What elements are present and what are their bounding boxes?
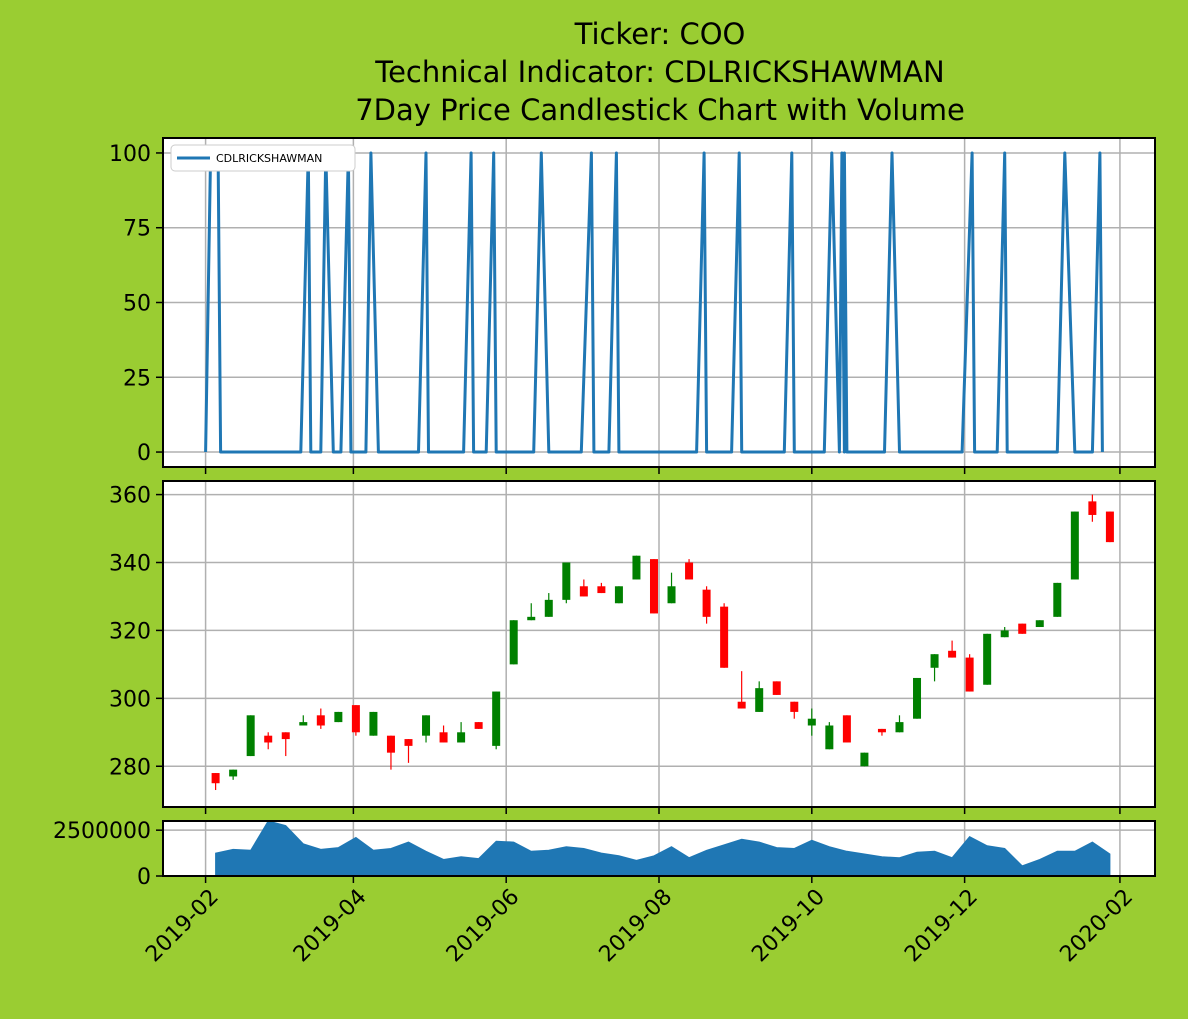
legend: CDLRICKSHAWMAN	[170, 144, 356, 172]
price-frame	[162, 480, 1156, 808]
candle-body	[264, 735, 273, 743]
indicator-line	[204, 151, 1104, 454]
candle-body	[334, 711, 343, 723]
candle-body	[1035, 620, 1044, 628]
candle-body	[965, 657, 974, 692]
candle-body	[772, 681, 781, 695]
indicator-ytick-label: 25	[123, 366, 151, 391]
title-line: 7Day Price Candlestick Chart with Volume	[355, 93, 965, 127]
volume-area	[215, 820, 1111, 877]
candle-body	[1000, 630, 1009, 638]
candle-body	[842, 715, 851, 743]
candle-body	[579, 586, 588, 597]
candle-body	[913, 677, 922, 719]
candle-body	[1018, 623, 1027, 634]
x-tick-label: 2019-02	[141, 885, 224, 968]
candle-body	[649, 559, 658, 614]
indicator-panel: 0 25 50 75 100 CDLRICKSHAWMAN	[109, 137, 1156, 474]
price-ytick-label: 340	[109, 552, 151, 577]
indicator-ytick-label: 50	[123, 292, 151, 317]
candle-body	[614, 586, 623, 604]
x-tick-label: 2020-02	[1055, 885, 1138, 968]
candle-body	[509, 620, 518, 665]
volume-panel: 0 2500000	[53, 819, 1156, 890]
candle-body	[983, 633, 992, 685]
candle-body	[1105, 511, 1114, 543]
candle-body	[667, 586, 676, 604]
x-tick-label: 2019-06	[442, 885, 525, 968]
price-ytick-label: 280	[109, 755, 151, 780]
candle-body	[1053, 582, 1062, 617]
candle-body	[825, 725, 834, 750]
candle-body	[790, 701, 799, 712]
candle-body	[422, 715, 431, 736]
indicator-ytick-label: 75	[123, 217, 151, 242]
candle-body	[1088, 501, 1097, 515]
title-line: Technical Indicator: CDLRICKSHAWMAN	[374, 55, 944, 89]
volume-ytick-label: 0	[137, 865, 151, 890]
candle-body	[860, 752, 869, 767]
indicator-frame	[162, 137, 1156, 468]
candle-body	[737, 701, 746, 709]
candle-body	[474, 722, 483, 729]
candle-body	[369, 711, 378, 736]
candle-body	[386, 735, 395, 753]
candle-body	[720, 606, 729, 668]
x-tick-label: 2019-12	[900, 885, 983, 968]
candle-body	[229, 769, 238, 777]
indicator-ytick-label: 100	[109, 142, 151, 167]
candle-body	[246, 715, 255, 757]
price-ytick-label: 320	[109, 619, 151, 644]
candle-body	[685, 562, 694, 580]
candle-body	[404, 739, 413, 746]
title-line: Ticker: COO	[574, 17, 746, 51]
candle-body	[1070, 511, 1079, 580]
x-axis: 2019-02 2019-04 2019-06 2019-08 2019-10 2019-…	[141, 885, 1138, 968]
candle-body	[895, 722, 904, 733]
candle-body	[877, 728, 886, 733]
candle-body	[597, 586, 606, 594]
candle-body	[632, 555, 641, 580]
volume-frame	[162, 820, 1156, 877]
legend-label: CDLRICKSHAWMAN	[216, 152, 322, 165]
indicator-ytick-label: 0	[137, 441, 151, 466]
price-ytick-label: 300	[109, 687, 151, 712]
candle-body	[562, 562, 571, 600]
candle-body	[930, 654, 939, 668]
volume-ytick-label: 2500000	[53, 819, 151, 844]
candle-body	[351, 705, 360, 733]
candle-body	[948, 650, 957, 658]
candle-body	[457, 732, 466, 743]
x-tick-label: 2019-10	[747, 885, 830, 968]
candle-body	[281, 732, 290, 740]
candle-body	[702, 589, 711, 617]
x-tick-label: 2019-04	[289, 885, 372, 968]
chart-title: Ticker: COO Technical Indicator: CDLRICKS…	[355, 17, 965, 127]
candle-body	[544, 599, 553, 617]
candle-body	[492, 691, 501, 746]
legend-box	[170, 144, 356, 172]
candle-body	[807, 718, 816, 726]
x-tick-label: 2019-08	[595, 885, 678, 968]
candle-body	[527, 616, 536, 621]
candle-body	[439, 732, 448, 743]
price-ytick-label: 360	[109, 484, 151, 509]
candle-body	[755, 688, 764, 712]
price-panel: 280 300 320 340 360	[109, 480, 1156, 814]
candle-body	[299, 722, 308, 726]
candle-body	[211, 773, 220, 784]
candle-body	[316, 715, 325, 726]
